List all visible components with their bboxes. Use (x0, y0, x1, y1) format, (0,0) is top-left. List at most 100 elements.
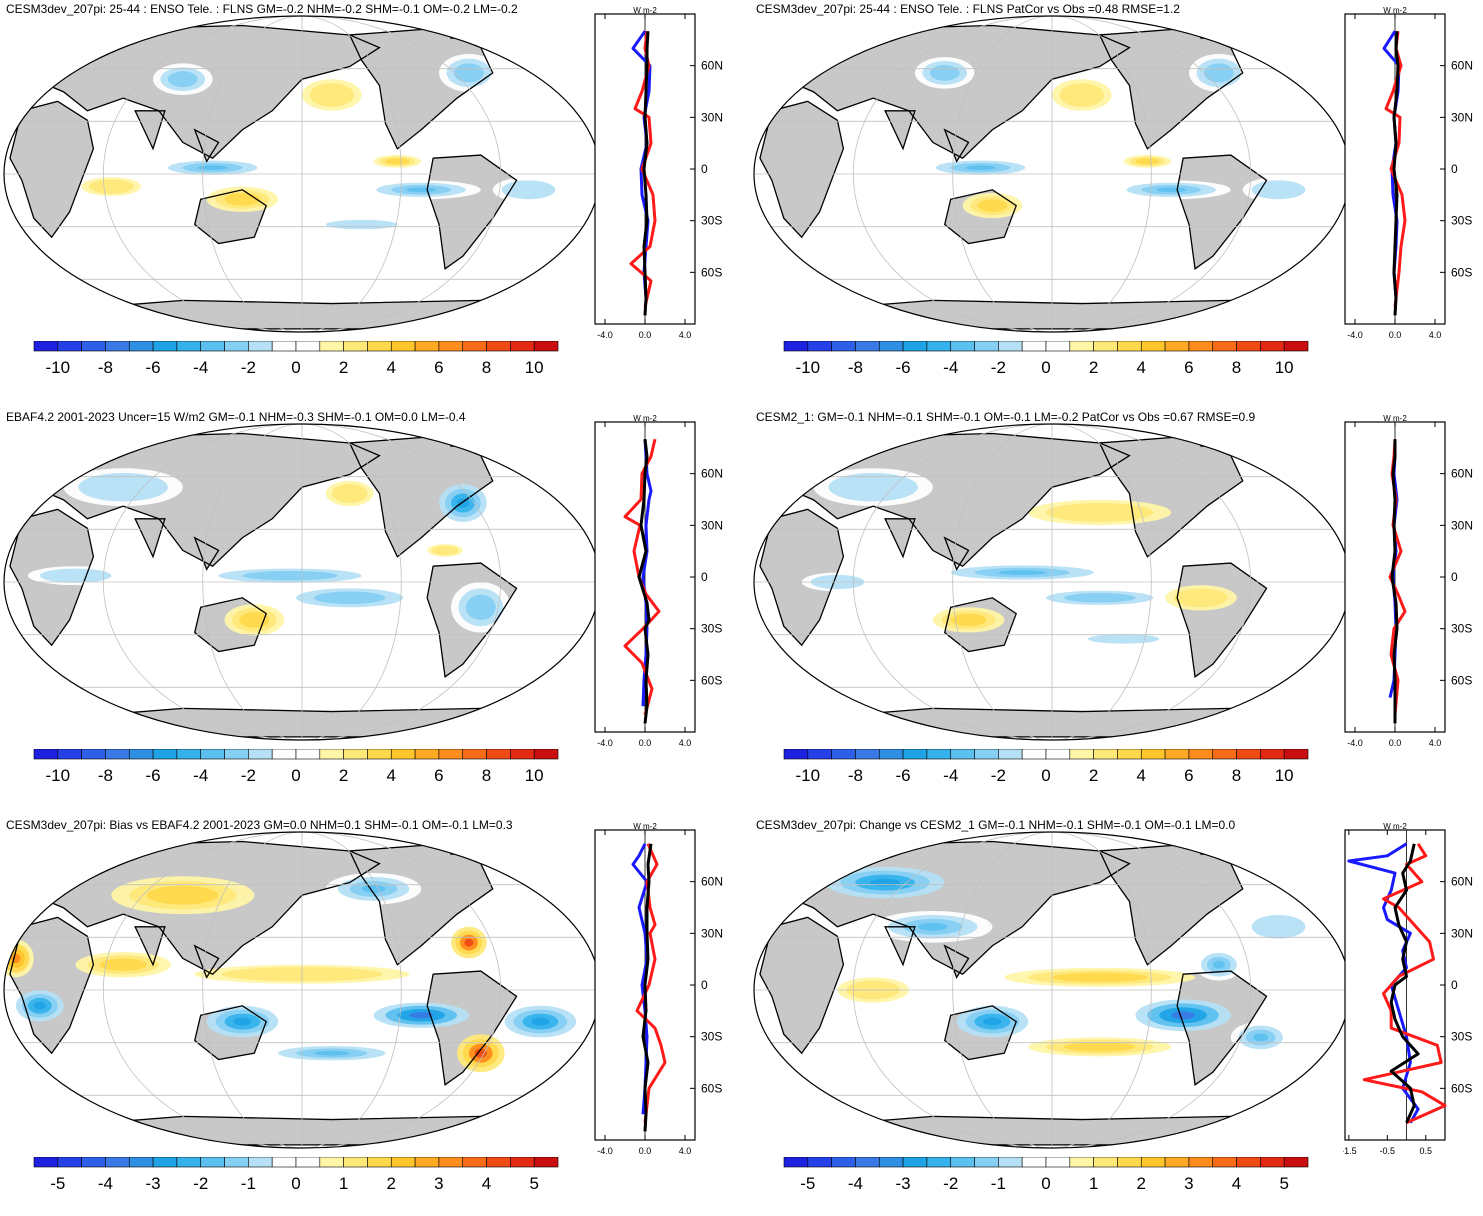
colorbar-bin (438, 341, 464, 352)
colorbar-bin (1164, 341, 1190, 352)
land-india (135, 518, 165, 557)
longitude-gridline (1051, 16, 1252, 332)
colorbar-bin (57, 749, 82, 760)
longitude-gridline (952, 16, 1053, 332)
colorbar-tick-label: 2 (1089, 358, 1098, 377)
colorbar: -10 -8 -6 -4 -2 0 2 4 6 8 10 (783, 341, 1309, 377)
colorbar-bin (974, 749, 999, 760)
land-namerica (1099, 436, 1243, 557)
colorbar-bin (414, 341, 440, 352)
colorbar-bin (998, 749, 1023, 760)
anomaly-contour (313, 1050, 350, 1056)
anomaly-contour (233, 1017, 252, 1026)
colorbar-bin (807, 341, 832, 352)
land-india (885, 518, 915, 557)
colorbar-tick-label: -3 (896, 1174, 911, 1193)
colorbar-tick-label: -10 (46, 358, 71, 377)
coastline (1176, 970, 1268, 1086)
coastline (193, 189, 268, 245)
colorbar-tick-label: -4 (98, 1174, 113, 1193)
colorbar-bin (510, 749, 535, 760)
colorbar-bin (367, 749, 392, 760)
anomaly-contour (1251, 914, 1306, 939)
land-greenland (1195, 835, 1231, 855)
anomaly-contour (111, 961, 136, 968)
world-map (753, 15, 1351, 333)
panel-title: CESM2_1: GM=-0.1 NHM=-0.1 SHM=-0.1 OM=-0… (756, 410, 1256, 424)
land-india (135, 926, 165, 965)
colorbar-bin (438, 749, 464, 760)
colorbar-bin (1260, 341, 1285, 352)
anomaly-contour (1171, 1011, 1196, 1020)
colorbar-tick-label: 2 (1137, 1174, 1146, 1193)
colorbar-bin (200, 1157, 225, 1168)
colorbar-bin (271, 341, 297, 352)
colorbar-bin (878, 341, 904, 352)
zonal-unit-label: W m-2 (633, 6, 657, 15)
zonal-unit-label: W m-2 (633, 414, 657, 423)
anomaly-contour (167, 71, 198, 88)
land-antarctica (63, 1116, 571, 1145)
colorbar-bin (831, 749, 856, 760)
coastline (943, 128, 970, 163)
lat-tick-label: 30S (1451, 622, 1472, 636)
colorbar-bin (390, 749, 416, 760)
colorbar-bin (33, 341, 59, 352)
panel-title: CESM3dev_207pi: 25-44 : ENSO Tele. : FLN… (756, 2, 1180, 16)
land-eurasia (783, 25, 1130, 159)
colorbar-bin (1117, 341, 1142, 352)
lat-tick-label: 0 (1451, 162, 1458, 176)
zonal-frame (1344, 829, 1446, 1141)
colorbar-bin (462, 341, 487, 352)
lat-tick-label: 30N (701, 110, 723, 124)
zonal-series-black (1389, 843, 1420, 1124)
colorbar-tick-label: 6 (434, 358, 443, 377)
colorbar-bin (200, 341, 225, 352)
x-tick-label: 4.0 (679, 738, 692, 748)
colorbar-bin (81, 749, 106, 760)
zonal-series-red (1362, 842, 1447, 1125)
lat-tick-label: 30N (1451, 110, 1473, 124)
coastline (1194, 834, 1232, 855)
colorbar-bin (128, 341, 154, 352)
colorbar-tick-label: -4 (848, 1174, 863, 1193)
colorbar-bin (486, 749, 511, 760)
anomaly-contour (453, 63, 484, 83)
x-tick-label: 4.0 (1429, 330, 1442, 340)
coastline (1176, 562, 1268, 678)
colorbar-bin (1021, 1157, 1047, 1168)
colorbar-tick-label: -10 (46, 766, 71, 785)
coastline (426, 562, 518, 678)
land-seasia (194, 129, 219, 162)
x-tick-label: 4.0 (679, 330, 692, 340)
colorbar-tick-label: 1 (339, 1174, 348, 1193)
anomaly-contour (1081, 1044, 1118, 1050)
colorbar-bin (1164, 749, 1190, 760)
anomaly-contour (870, 878, 901, 887)
colorbar-tick-label: 8 (1232, 358, 1241, 377)
world-map (753, 831, 1351, 1149)
colorbar-tick-label: 10 (1275, 358, 1294, 377)
anomaly-contour (431, 545, 459, 556)
colorbar-bin (1283, 341, 1309, 352)
x-tick-label: 4.0 (679, 1146, 692, 1156)
colorbar-tick-label: 0 (1041, 1174, 1050, 1193)
coastline (9, 916, 95, 1055)
colorbar-bin (1045, 341, 1071, 352)
colorbar-bin (295, 749, 321, 760)
colorbar-tick-label: 0 (1041, 358, 1050, 377)
colorbar-tick-label: -2 (943, 1174, 958, 1193)
colorbar-tick-label: 8 (482, 766, 491, 785)
colorbar-bin (271, 749, 297, 760)
longitude-gridline (301, 16, 402, 332)
colorbar-bin (807, 1157, 832, 1168)
colorbar-tick-label: 4 (1137, 766, 1146, 785)
colorbar-tick-label: -4 (943, 358, 958, 377)
lat-tick-label: 30S (1451, 1030, 1472, 1044)
colorbar-bin (831, 341, 856, 352)
longitude-gridline (1051, 16, 1152, 332)
panel-title: CESM3dev_207pi: Bias vs EBAF4.2 2001-202… (6, 818, 513, 832)
colorbar-bin (950, 1157, 975, 1168)
colorbar-bin (57, 1157, 82, 1168)
longitude-gridline (1051, 832, 1252, 1148)
